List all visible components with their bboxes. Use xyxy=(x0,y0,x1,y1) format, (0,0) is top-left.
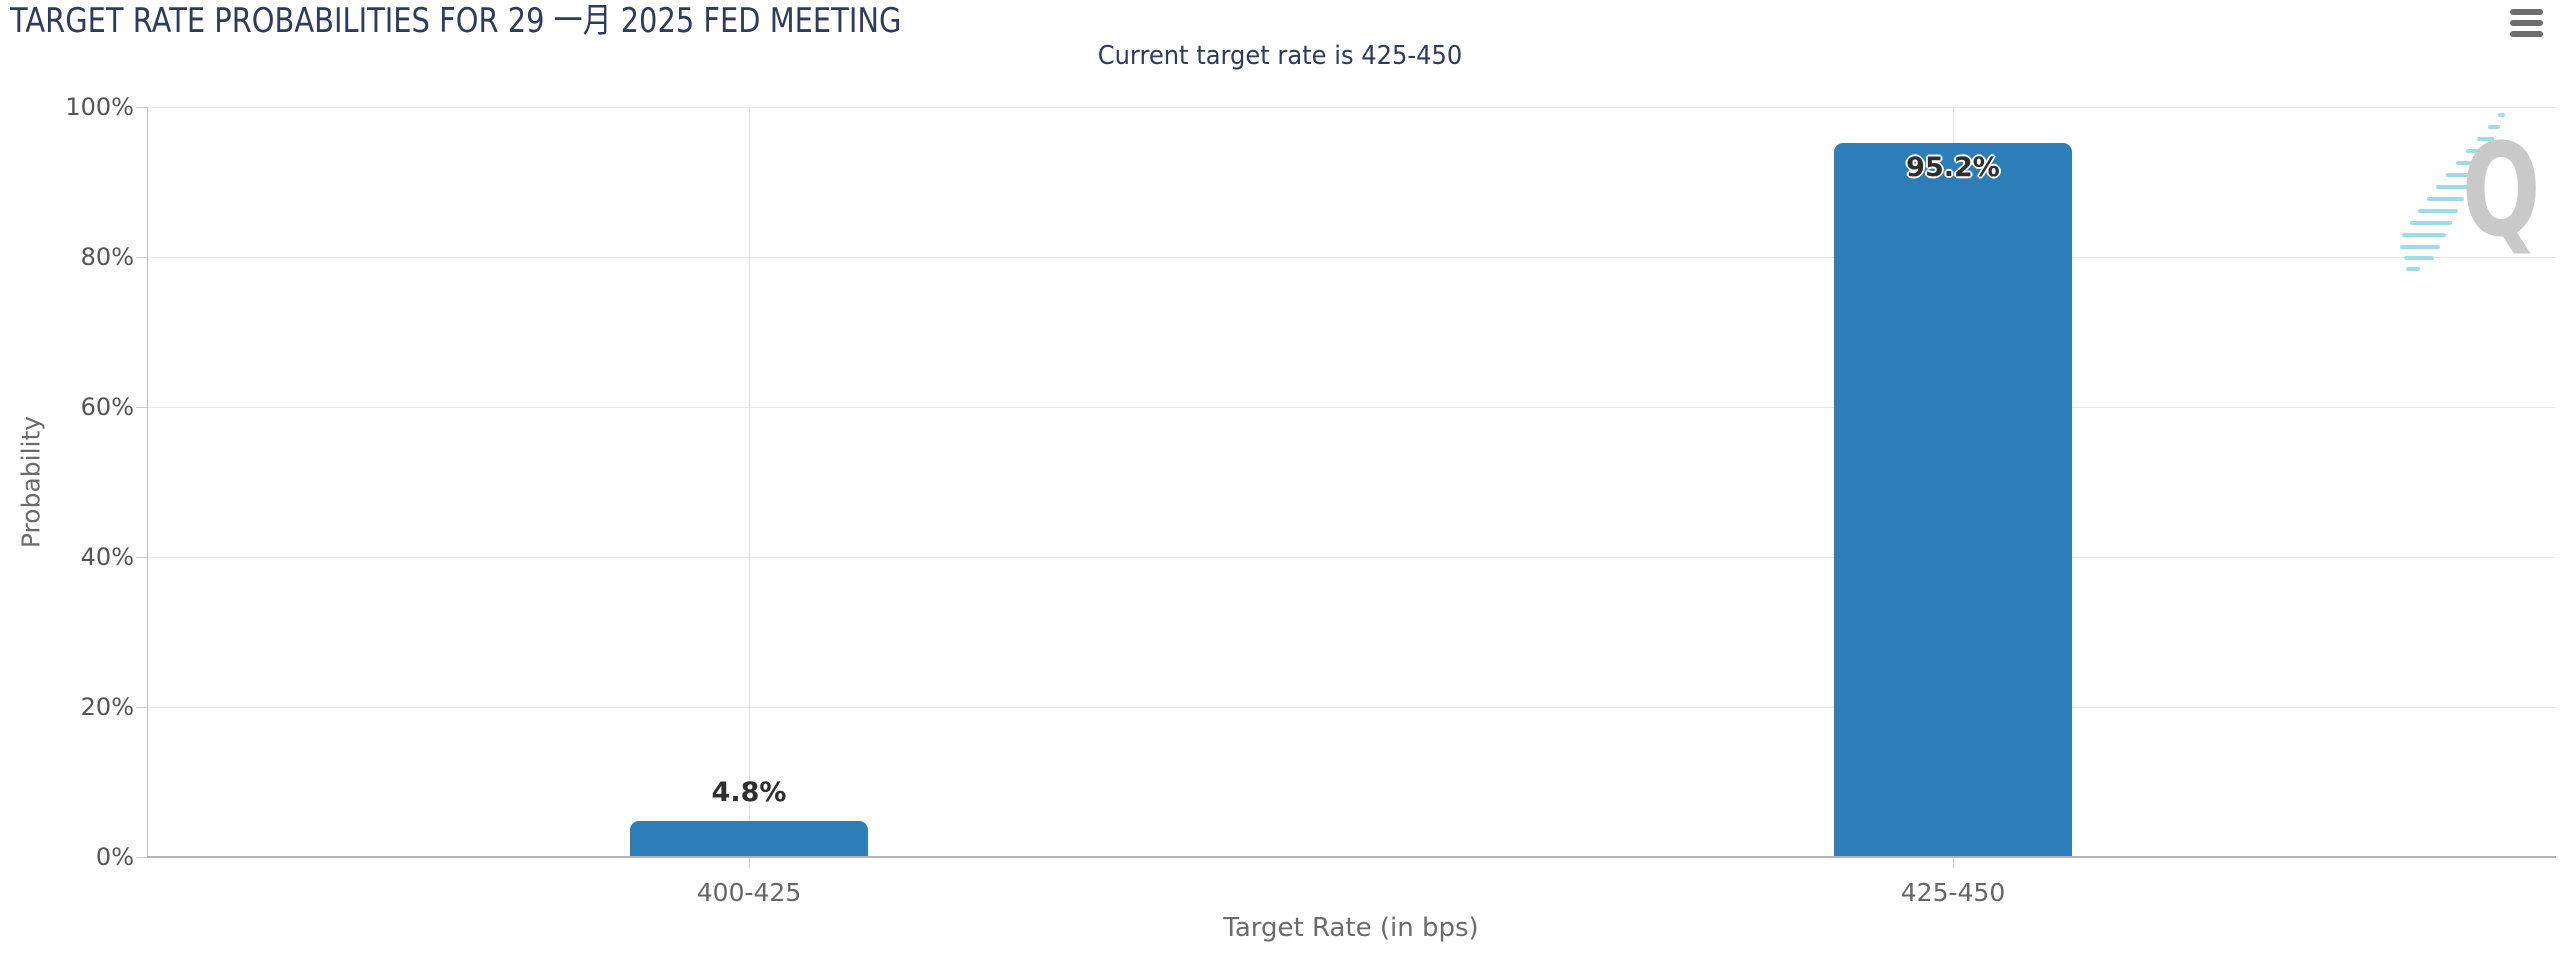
y-axis-tick xyxy=(136,107,147,108)
bar-data-label: 95.2% xyxy=(1906,152,2000,183)
x-axis-category-label: 400-425 xyxy=(696,878,802,907)
chart-title: TARGET RATE PROBABILITIES FOR 29 一月 2025… xyxy=(10,1,1059,41)
y-axis-tick xyxy=(136,707,147,708)
probability-bar[interactable] xyxy=(1834,143,2072,857)
y-axis-line xyxy=(147,107,148,857)
y-axis-tick-label: 100% xyxy=(65,93,134,121)
x-axis-tick xyxy=(1953,858,1954,868)
chart-context-menu-button[interactable] xyxy=(2510,9,2543,37)
y-axis-tick-label: 40% xyxy=(80,543,134,571)
y-gridline xyxy=(147,257,2555,258)
hamburger-menu-icon xyxy=(2510,9,2543,15)
y-gridline xyxy=(147,107,2555,108)
y-axis-tick xyxy=(136,857,147,858)
chart-subtitle-text: Current target rate is 425-450 xyxy=(1097,41,1463,71)
bar-data-label: 4.8% xyxy=(711,777,787,808)
probability-bar[interactable] xyxy=(630,821,868,857)
chart-subtitle: Current target rate is 425-450 xyxy=(0,41,2560,71)
x-axis-line xyxy=(147,856,2556,858)
y-axis-title: Probability xyxy=(17,416,46,548)
hamburger-menu-icon xyxy=(2510,31,2543,37)
y-axis-title-text: Probability xyxy=(16,415,46,549)
x-axis-title: Target Rate (in bps) xyxy=(1223,913,1478,943)
y-axis-tick xyxy=(136,557,147,558)
chart-title-text: TARGET RATE PROBABILITIES FOR 29 一月 2025… xyxy=(10,1,902,41)
y-gridline xyxy=(147,707,2555,708)
x-gridline xyxy=(749,107,750,857)
x-axis-category-label: 425-450 xyxy=(1900,878,2006,907)
y-gridline xyxy=(147,557,2555,558)
y-axis-tick xyxy=(136,257,147,258)
y-axis-tick-label: 0% xyxy=(95,843,134,871)
x-axis-tick xyxy=(749,858,750,868)
y-axis-tick-label: 20% xyxy=(80,693,134,721)
x-axis-title-text: Target Rate (in bps) xyxy=(1223,913,1479,943)
y-axis-tick-label: 60% xyxy=(80,393,134,421)
hamburger-menu-icon xyxy=(2510,20,2543,26)
y-axis-tick xyxy=(136,407,147,408)
y-gridline xyxy=(147,407,2555,408)
y-axis-tick-label: 80% xyxy=(80,243,134,271)
